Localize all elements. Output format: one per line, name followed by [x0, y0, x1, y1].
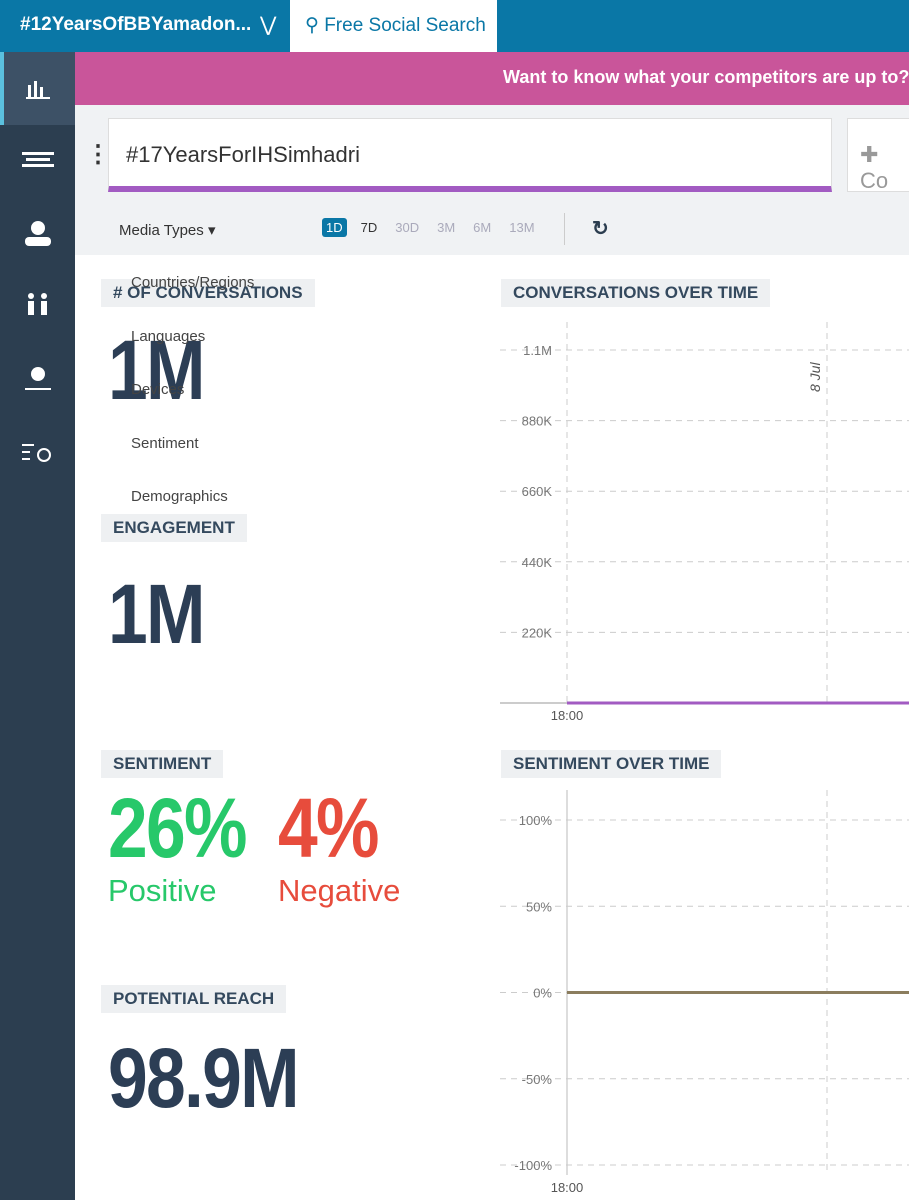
- metric-value: 1M: [108, 323, 205, 417]
- search-query[interactable]: #17YearsForIHSimhadri: [126, 142, 360, 167]
- divider: [564, 213, 565, 245]
- banner-text[interactable]: Want to know what your competitors are u…: [503, 67, 909, 87]
- range-button[interactable]: 1D: [322, 218, 347, 237]
- media-types[interactable]: Media Types ▾: [119, 222, 216, 239]
- negative-value: 4%: [278, 781, 380, 875]
- x-tick-label: 18:00: [551, 708, 584, 723]
- add-text[interactable]: ✚ Co: [860, 142, 889, 193]
- x-tick-label: 18:00: [551, 1180, 584, 1195]
- positive-value: 26%: [108, 781, 248, 875]
- range-button[interactable]: 7D: [360, 220, 378, 235]
- tab-label: Free Social Search: [324, 15, 486, 36]
- ranges: 1D 7D 30D 3M 6M 13M: [322, 218, 549, 237]
- y-tick-label: 880K: [522, 414, 553, 429]
- tab-active[interactable]: [290, 0, 497, 52]
- chart-title: CONVERSATIONS OVER TIME: [501, 279, 771, 307]
- range-button[interactable]: 6M: [473, 220, 492, 235]
- metric-value: 98.9M: [108, 1031, 300, 1125]
- chart-title: SENTIMENT OVER TIME: [501, 750, 722, 778]
- range-button[interactable]: 30D: [395, 220, 420, 235]
- dropdown-item[interactable]: Countries/Regions: [131, 274, 255, 291]
- banner[interactable]: [75, 52, 909, 105]
- y-tick-label: 100%: [519, 813, 553, 828]
- range-button[interactable]: 13M: [509, 220, 535, 235]
- refresh[interactable]: ↻: [592, 218, 609, 240]
- menu-dots[interactable]: ⋮: [86, 141, 110, 168]
- annotation: 8 Jul: [807, 362, 823, 392]
- y-tick-label: 1.1M: [523, 343, 552, 358]
- y-tick-label: 0%: [533, 986, 552, 1001]
- sidebar-icons: [22, 81, 54, 462]
- dropdown-item[interactable]: Demographics: [131, 488, 228, 505]
- range-button[interactable]: 3M: [437, 220, 456, 235]
- metric-label: POTENTIAL REACH: [101, 985, 287, 1013]
- media-types-label: Media Types: [119, 222, 204, 239]
- search-box[interactable]: [108, 118, 832, 192]
- y-tick-label: -100%: [514, 1158, 552, 1173]
- positive-label: Positive: [108, 873, 217, 908]
- dropdown-item[interactable]: Sentiment: [131, 434, 199, 452]
- y-tick-label: -50%: [522, 1072, 553, 1087]
- y-tick-label: 50%: [526, 899, 552, 914]
- y-tick-label: 220K: [522, 625, 553, 640]
- dropdown-item[interactable]: Languages: [131, 327, 206, 345]
- dropdown-item[interactable]: Devices: [131, 381, 185, 398]
- tab[interactable]: #12YearsOfBBYamadon...: [20, 14, 252, 35]
- metric-label: ENGAGEMENT: [101, 514, 247, 542]
- sidebar-active[interactable]: [0, 52, 75, 125]
- negative-label: Negative: [278, 873, 401, 908]
- metric-value: 1M: [108, 567, 205, 661]
- chevron[interactable]: ⋁: [260, 14, 277, 36]
- add-box[interactable]: [847, 118, 909, 192]
- add-label: Co: [860, 168, 889, 193]
- metric-label: SENTIMENT: [101, 750, 224, 778]
- y-tick-label: 660K: [522, 484, 553, 499]
- y-tick-label: 440K: [522, 555, 553, 570]
- search-tab[interactable]: ⚲ Free Social Search: [305, 15, 486, 36]
- metric-label: # OF CONVERSATIONS: [101, 279, 315, 307]
